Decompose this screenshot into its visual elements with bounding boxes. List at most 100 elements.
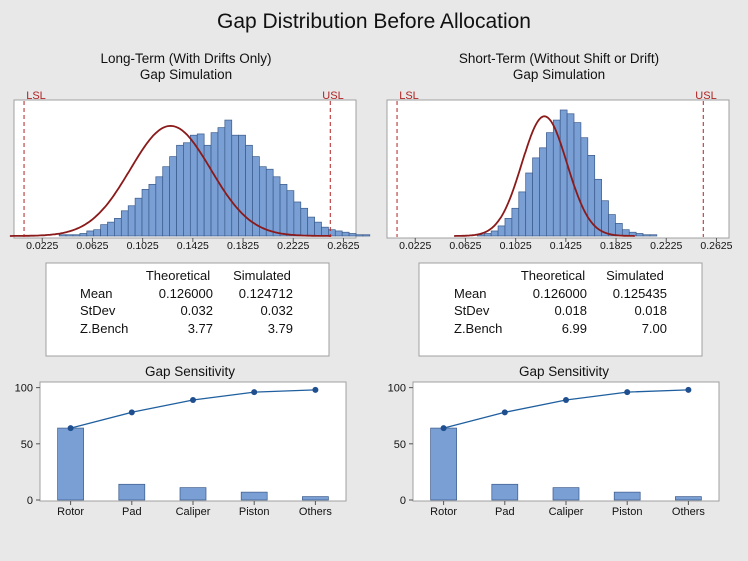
table-header-simulated: Simulated bbox=[233, 268, 291, 283]
table-cell-simulated: 0.124712 bbox=[239, 286, 293, 301]
histogram-bar bbox=[65, 234, 74, 237]
hist-title-line2-right: Gap Simulation bbox=[513, 67, 605, 82]
histogram-bar bbox=[148, 183, 157, 237]
histogram-bar bbox=[559, 109, 568, 237]
y-tick-label: 0 bbox=[27, 495, 33, 507]
histogram-bar bbox=[546, 132, 554, 237]
histogram-bar bbox=[169, 156, 177, 237]
x-tick-label: 0.2625 bbox=[327, 240, 359, 252]
histogram-bar bbox=[497, 225, 506, 237]
histogram-bar bbox=[238, 134, 246, 237]
sensitivity-bar bbox=[240, 491, 268, 501]
hist-title-line2-left: Gap Simulation bbox=[140, 67, 232, 82]
histogram-bar bbox=[79, 233, 88, 237]
histogram-bar bbox=[107, 221, 115, 237]
histogram-bar bbox=[511, 207, 520, 237]
histogram-bar bbox=[518, 191, 527, 237]
usl-label-left: USL bbox=[322, 90, 343, 102]
hist-title-line1-left: Long-Term (With Drifts Only) bbox=[100, 51, 271, 66]
histogram-bar bbox=[162, 166, 170, 237]
table-cell-theoretical: 0.032 bbox=[180, 303, 213, 318]
fit-curve bbox=[454, 115, 635, 237]
histogram-bar bbox=[120, 210, 129, 237]
table-row-label: Mean bbox=[454, 286, 487, 301]
sensitivity-bar bbox=[430, 427, 457, 501]
histogram-bar bbox=[362, 234, 371, 237]
histogram-bar bbox=[224, 119, 233, 237]
histogram-bar bbox=[100, 224, 108, 237]
x-tick-label: 0.1825 bbox=[600, 240, 632, 252]
table-cell-theoretical: 6.99 bbox=[562, 321, 587, 336]
category-label: Caliper bbox=[549, 506, 584, 518]
category-label: Piston bbox=[239, 506, 270, 518]
histogram-bar bbox=[307, 216, 315, 237]
histogram-bar bbox=[210, 132, 219, 237]
histogram-bar bbox=[189, 134, 198, 237]
histogram-bar bbox=[286, 190, 295, 237]
sensitivity-chart-right: 0 50 100 Rotor Pad Caliper Piston Others bbox=[388, 383, 706, 518]
cumulative-point bbox=[312, 386, 319, 393]
histogram-bar bbox=[272, 176, 281, 237]
x-tick-label: 0.2225 bbox=[277, 240, 309, 252]
stats-table-right-content: Theoretical Simulated Mean 0.126000 0.12… bbox=[454, 268, 667, 336]
histogram-bar bbox=[642, 234, 651, 237]
histogram-bar bbox=[573, 122, 582, 237]
stats-table-left bbox=[45, 262, 330, 357]
cumulative-point bbox=[251, 389, 258, 396]
table-row-label: Mean bbox=[80, 286, 113, 301]
x-tick-label: 0.0625 bbox=[449, 240, 481, 252]
x-tick-label: 0.2625 bbox=[700, 240, 732, 252]
stats-table-left-content: Theoretical Simulated Mean 0.126000 0.12… bbox=[80, 268, 293, 336]
table-row-label: Z.Bench bbox=[454, 321, 502, 336]
histogram-bar bbox=[314, 221, 322, 237]
x-tick-label: 0.0225 bbox=[26, 240, 58, 252]
x-tick-label: 0.1425 bbox=[177, 240, 209, 252]
histogram-bar bbox=[635, 233, 644, 237]
histogram-bar bbox=[300, 207, 309, 237]
histogram-bar bbox=[355, 234, 364, 237]
table-row-label: Z.Bench bbox=[80, 321, 128, 336]
table-cell-simulated: 7.00 bbox=[642, 321, 667, 336]
hist-title-line1-right: Short-Term (Without Shift or Drift) bbox=[459, 51, 659, 66]
cumulative-point bbox=[67, 425, 74, 432]
histogram-bar bbox=[259, 166, 267, 237]
x-tick-label: 0.2225 bbox=[650, 240, 682, 252]
lsl-label-left: LSL bbox=[26, 90, 46, 102]
cumulative-point bbox=[685, 386, 692, 393]
histogram-bar bbox=[114, 218, 122, 237]
histogram-bar bbox=[321, 226, 329, 237]
sensitivity-bar bbox=[491, 483, 519, 501]
y-tick-label: 50 bbox=[21, 439, 33, 451]
histogram-bar bbox=[580, 137, 589, 237]
sensitivity-bar bbox=[613, 491, 641, 501]
cumulative-point bbox=[501, 409, 508, 416]
category-label: Rotor bbox=[57, 506, 84, 518]
histogram-bar bbox=[183, 142, 191, 237]
category-label: Others bbox=[672, 506, 706, 518]
histogram-bar bbox=[348, 233, 357, 237]
histogram-bar bbox=[608, 214, 616, 237]
histogram-bar bbox=[155, 176, 164, 237]
sensitivity-bar bbox=[118, 483, 146, 501]
histogram-bar bbox=[86, 230, 95, 237]
y-tick-label: 0 bbox=[400, 495, 406, 507]
cumulative-point bbox=[440, 425, 447, 432]
sensitivity-bar bbox=[302, 496, 329, 501]
table-cell-theoretical: 0.018 bbox=[554, 303, 587, 318]
lsl-label-right: LSL bbox=[399, 90, 419, 102]
stats-table-right bbox=[418, 262, 703, 357]
table-cell-simulated: 0.032 bbox=[260, 303, 293, 318]
y-tick-label: 50 bbox=[394, 439, 406, 451]
x-tick-label: 0.0625 bbox=[76, 240, 108, 252]
table-cell-simulated: 3.79 bbox=[268, 321, 293, 336]
histogram-bar bbox=[265, 168, 274, 237]
category-label: Caliper bbox=[176, 506, 211, 518]
histogram-bar bbox=[93, 229, 101, 237]
table-cell-simulated: 0.125435 bbox=[613, 286, 667, 301]
table-cell-simulated: 0.018 bbox=[634, 303, 667, 318]
category-label: Others bbox=[299, 506, 333, 518]
sensitivity-title-right: Gap Sensitivity bbox=[519, 364, 609, 379]
histogram-bar bbox=[341, 231, 350, 237]
histogram-bar bbox=[483, 233, 492, 237]
sensitivity-bar bbox=[179, 487, 207, 501]
